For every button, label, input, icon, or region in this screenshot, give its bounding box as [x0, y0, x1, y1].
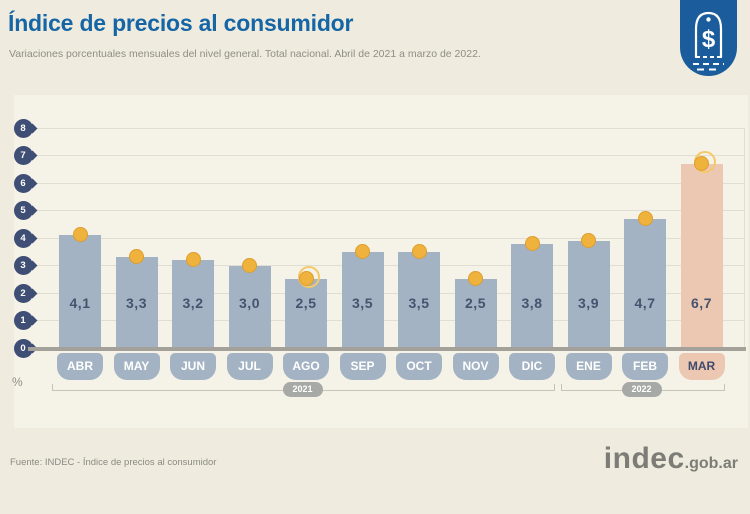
bar-ene: [567, 240, 610, 351]
month-label-sep: SEP: [339, 353, 386, 380]
gridline-6: [30, 182, 744, 184]
price-tag-icon: $: [680, 0, 737, 76]
y-axis-tick-7: 7: [13, 146, 33, 165]
bar-oct: [398, 251, 440, 351]
bar-nov: [454, 279, 497, 351]
bar-value-dic: 3,8: [521, 295, 543, 311]
bar-value-abr: 4,1: [69, 295, 91, 311]
bar-value-may: 3,3: [126, 295, 147, 311]
page-subtitle: Variaciones porcentuales mensuales del n…: [9, 48, 481, 60]
month-label-oct: OCT: [396, 353, 442, 380]
data-dot-dic: [524, 235, 540, 251]
x-axis-baseline: [28, 347, 746, 351]
bar-value-jun: 3,2: [182, 295, 204, 311]
bar-value-feb: 4,7: [634, 295, 656, 311]
y-axis-tick-1: 1: [13, 311, 33, 330]
month-label-jul: JUL: [226, 353, 273, 380]
bar-value-mar: 6,7: [691, 295, 712, 311]
month-label-jun: JUN: [170, 353, 216, 380]
bar-jul: [228, 265, 271, 351]
gridline-7: [30, 155, 744, 156]
gridline-2: [30, 292, 744, 294]
y-axis-tick-2: 2: [13, 283, 33, 303]
data-dot-sep: [355, 243, 370, 259]
y-axis-tick-8: 8: [13, 118, 33, 138]
month-label-mar: MAR: [678, 353, 725, 380]
y-axis-tick-5: 5: [13, 201, 33, 220]
gridline-3: [30, 265, 744, 266]
bar-feb: [624, 218, 666, 351]
month-label-abr: ABR: [57, 353, 103, 380]
data-dot-jul: [242, 257, 257, 273]
month-label-may: MAY: [113, 353, 160, 380]
month-label-feb: FEB: [622, 353, 668, 380]
month-label-ene: ENE: [565, 353, 612, 380]
bar-may: [115, 257, 158, 351]
bar-abr: [59, 235, 101, 351]
y-axis-tick-4: 4: [13, 228, 33, 248]
gridline-8: [30, 127, 744, 129]
gridline-5: [30, 210, 744, 211]
month-label-nov: NOV: [452, 353, 499, 380]
page-title: Índice de precios al consumidor: [8, 10, 354, 36]
source-note: Fuente: INDEC - Índice de precios al con…: [10, 457, 217, 468]
y-axis-tick-6: 6: [13, 173, 33, 193]
data-dot-mar: [694, 155, 709, 171]
y-axis-tick-0: 0: [13, 338, 33, 358]
y-axis-unit-label: %: [12, 375, 23, 389]
data-dot-may: [129, 249, 144, 265]
bar-value-ene: 3,9: [578, 295, 599, 311]
data-dot-abr: [72, 227, 88, 243]
gridline-1: [30, 320, 744, 321]
bar-value-nov: 2,5: [465, 295, 486, 311]
bar-value-oct: 3,5: [408, 295, 430, 311]
data-dot-feb: [637, 210, 653, 226]
gridline-4: [30, 237, 744, 239]
data-dot-jun: [185, 252, 201, 267]
indec-logo-suffix: .gob.ar: [684, 455, 738, 472]
bar-jun: [172, 260, 214, 351]
bar-value-ago: 2,5: [295, 295, 317, 311]
y-axis-tick-3: 3: [13, 256, 33, 275]
panel-right-gridline: [744, 128, 745, 348]
year-label-2021: 2021: [282, 382, 323, 397]
svg-text:$: $: [702, 26, 716, 53]
year-label-2022: 2022: [621, 382, 662, 397]
bar-mar: [680, 163, 723, 351]
bar-dic: [511, 243, 553, 351]
data-dot-ago: [298, 271, 314, 287]
bar-value-sep: 3,5: [352, 295, 373, 311]
data-dot-nov: [468, 271, 483, 287]
data-dot-ene: [581, 232, 596, 248]
indec-logo-text: indec: [603, 442, 685, 475]
bar-value-jul: 3,0: [239, 295, 260, 311]
bar-ago: [285, 279, 327, 351]
month-label-dic: DIC: [509, 353, 555, 380]
price-tag-glyph: $: [693, 11, 724, 71]
bar-sep: [341, 251, 384, 351]
indec-logo: indec.gob.ar: [604, 442, 738, 476]
month-label-ago: AGO: [283, 353, 329, 380]
data-dot-oct: [411, 243, 427, 259]
